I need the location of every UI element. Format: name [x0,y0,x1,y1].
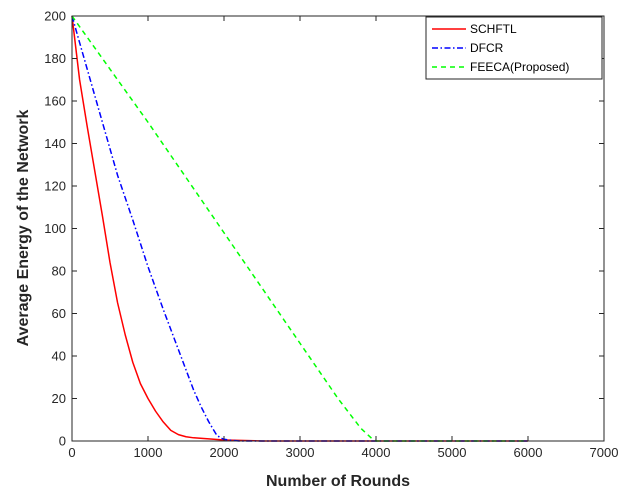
legend-box [425,16,603,80]
legend-label-1: SCHFTL [470,22,517,36]
x-tick-label: 4000 [362,445,391,460]
y-tick-label: 20 [52,391,66,406]
y-tick-label: 160 [44,94,66,109]
y-tick-label: 120 [44,179,66,194]
y-tick-label: 80 [52,264,66,279]
x-tick-label: 5000 [438,445,467,460]
legend: SCHFTL DFCR FEECA(Proposed) [425,16,603,80]
x-tick-label: 1000 [134,445,163,460]
x-tick-label: 0 [68,445,75,460]
plot-background [72,16,604,441]
tick-layer: 0 1000 2000 3000 4000 5000 6000 7000 0 20 40 60 80 10… [44,9,618,461]
x-axis-title: Number of Rounds [266,473,410,490]
x-tick-label: 6000 [514,445,543,460]
x-tick-label: 2000 [210,445,239,460]
x-tick-label: 3000 [286,445,315,460]
y-tick-label: 140 [44,136,66,151]
y-tick-label: 200 [44,9,66,24]
x-tick-label: 7000 [590,445,619,460]
legend-label-3: FEECA(Proposed) [470,60,569,74]
y-tick-label: 100 [44,221,66,236]
y-tick-label: 0 [59,434,66,449]
y-tick-label: 40 [52,349,66,364]
y-tick-label: 60 [52,306,66,321]
legend-label-2: DFCR [470,41,504,55]
y-tick-label: 180 [44,51,66,66]
y-axis-title: Average Energy of the Network [15,110,32,347]
